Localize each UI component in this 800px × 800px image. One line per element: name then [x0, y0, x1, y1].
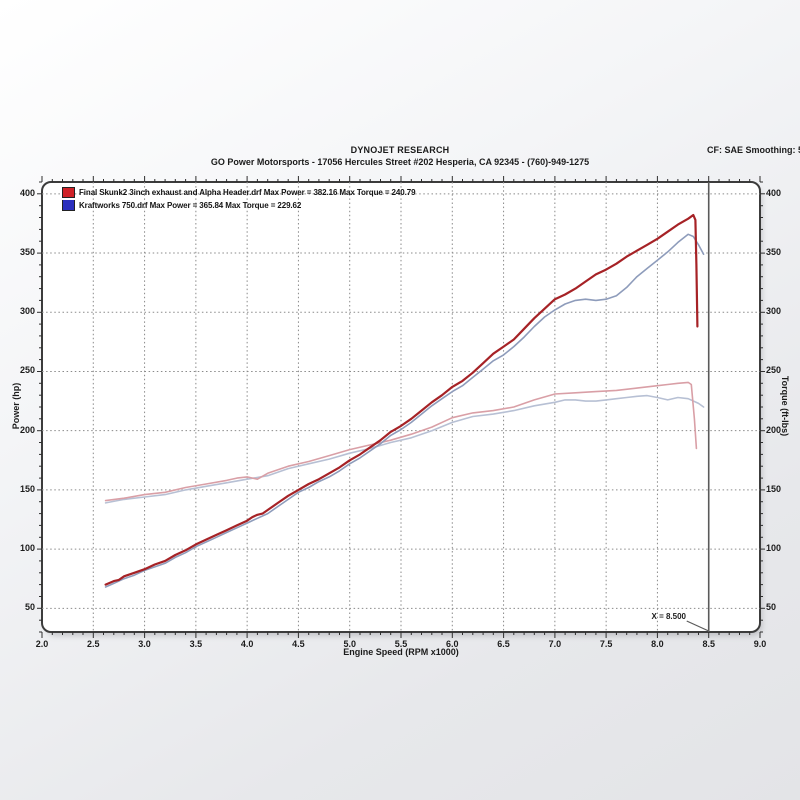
series-power-final-skunk2 [104, 213, 699, 586]
left-y-axis-title: Power (hp) [11, 382, 21, 430]
legend-label: Kraftworks 750.drf Max Power = 365.84 Ma… [79, 201, 302, 210]
y-tick-label-left: 100 [19, 543, 35, 554]
page-title: DYNOJET RESEARCH [350, 145, 450, 155]
shop-address: GO Power Motorsports - 17056 Hercules St… [210, 157, 590, 167]
x-tick-label: 5.0 [343, 639, 356, 649]
y-tick-label-right: 250 [766, 365, 782, 376]
x-tick-label: 7.5 [599, 639, 613, 649]
y-tick-label-right: 50 [766, 602, 777, 613]
x-tick-label: 3.0 [138, 639, 151, 649]
series-power-kraftworks-750 [104, 233, 705, 588]
y-tick-label-right: 300 [766, 306, 782, 317]
y-tick-label-right: 150 [766, 483, 782, 494]
y-tick-label-left: 400 [19, 187, 35, 198]
x-axis-title: Engine Speed (RPM x1000) [343, 647, 459, 657]
x-tick-label: 5.5 [394, 639, 408, 649]
legend-swatch-blue [62, 200, 75, 211]
x-tick-label: 2.0 [35, 639, 49, 649]
legend-row-final-skunk2[interactable]: Final Skunk2 3inch exhaust and Alpha Hea… [62, 186, 416, 199]
right-y-axis-title: Torque (ft-lbs) [780, 375, 790, 437]
series-torque-kraftworks-750 [104, 394, 705, 504]
correction-smoothing-info: CF: SAE Smoothing: 5 [707, 145, 800, 155]
x-tick-label: 4.0 [240, 639, 254, 649]
y-tick-label-left: 50 [24, 602, 35, 613]
legend-row-kraftworks-750[interactable]: Kraftworks 750.drf Max Power = 365.84 Ma… [62, 199, 415, 212]
y-tick-label-left: 250 [19, 365, 35, 376]
cursor-callout-line [686, 620, 709, 632]
y-tick-label-left: 300 [19, 306, 35, 317]
x-tick-label: 8.0 [651, 639, 664, 649]
x-tick-label: 9.0 [753, 639, 767, 649]
y-tick-label-left: 350 [19, 247, 35, 258]
cursor-readout-label: X = 8.500 [651, 612, 686, 621]
y-tick-label-right: 350 [766, 247, 782, 258]
x-tick-label: 4.5 [292, 639, 305, 649]
x-tick-label: 6.0 [446, 639, 459, 649]
y-tick-label-right: 200 [766, 424, 782, 435]
y-tick-label-right: 400 [766, 187, 782, 198]
legend-swatch-red [62, 187, 75, 198]
y-tick-label-left: 200 [19, 424, 35, 435]
y-tick-label-right: 100 [766, 543, 782, 554]
y-tick-label-left: 150 [19, 483, 35, 494]
legend: Final Skunk2 3inch exhaust and Alpha Hea… [62, 186, 416, 212]
x-tick-label: 3.5 [189, 639, 203, 649]
x-tick-label: 2.5 [87, 639, 100, 649]
x-tick-label: 8.5 [702, 639, 715, 649]
legend-label: Final Skunk2 3inch exhaust and Alpha Hea… [79, 188, 416, 197]
series-torque-final-skunk2 [104, 381, 698, 502]
x-tick-label: 6.5 [497, 639, 510, 649]
x-tick-label: 7.0 [548, 639, 562, 649]
